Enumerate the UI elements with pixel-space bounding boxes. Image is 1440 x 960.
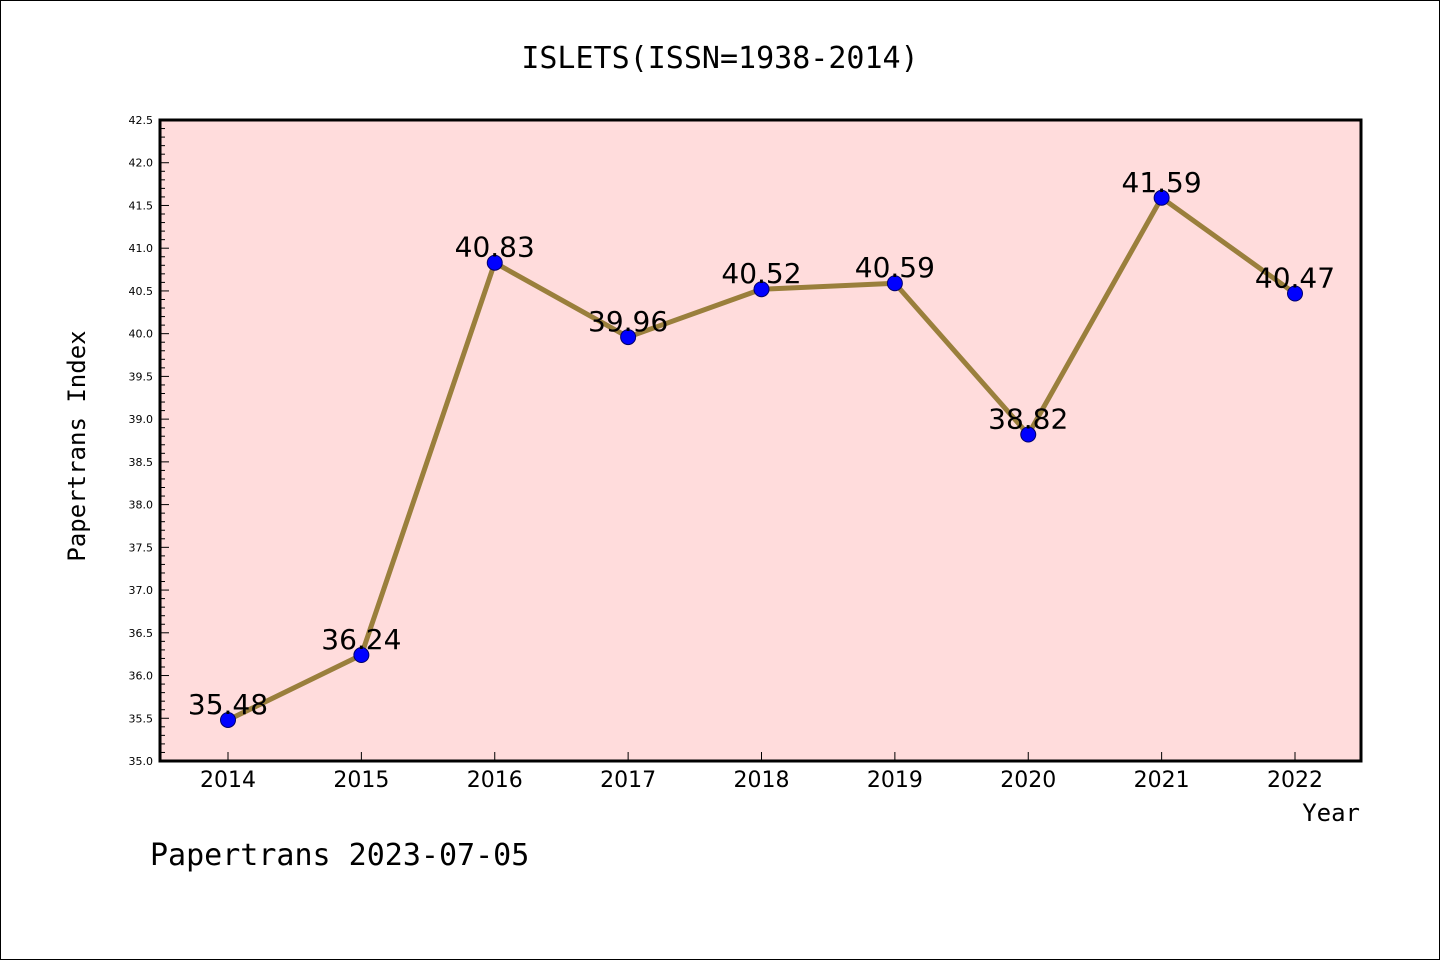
y-tick-label: 35.5 (129, 712, 154, 725)
y-tick-label: 37.0 (129, 584, 154, 597)
x-tick-label: 2015 (333, 768, 389, 793)
x-tick-label: 2018 (734, 768, 790, 793)
data-labels: 35.48 36.24 40.83 39.96 40.52 40.59 38.82 41.59… (188, 166, 1335, 721)
data-point (220, 711, 236, 728)
x-tick-label: 2019 (867, 768, 923, 793)
y-tick-label: 37.5 (129, 541, 154, 554)
y-tick-label: 41.5 (129, 199, 154, 212)
data-point (753, 281, 770, 298)
x-tick-label: 2020 (1000, 768, 1056, 793)
data-label: 40.52 (721, 257, 801, 290)
y-axis-ticks: 35.0 35.5 36.0 36.5 37.0 37.5 38.0 38.5 39.0 39.5… (129, 114, 169, 768)
data-label: 39.96 (588, 305, 668, 338)
y-tick-label: 42.5 (129, 114, 154, 127)
data-label: 40.47 (1255, 261, 1335, 294)
footer-text: Papertrans 2023-07-05 (150, 838, 529, 873)
plot-border (158, 118, 1363, 763)
x-tick-label: 2014 (200, 768, 256, 793)
data-point (486, 254, 503, 271)
y-tick-label: 39.5 (129, 370, 154, 383)
y-tick-label: 38.5 (129, 456, 154, 469)
data-point (1020, 426, 1037, 443)
series-markers (220, 189, 1303, 728)
x-tick-label: 2016 (467, 768, 523, 793)
x-tick-label: 2017 (600, 768, 656, 793)
data-point (353, 647, 370, 664)
data-point (886, 275, 903, 292)
data-point (1287, 285, 1303, 302)
data-label: 36.24 (321, 623, 401, 656)
y-tick-label: 36.5 (129, 627, 154, 640)
data-label: 35.48 (188, 688, 268, 721)
data-label: 38.82 (988, 403, 1068, 436)
data-point (1153, 189, 1170, 206)
chart-title: ISLETS(ISSN=1938-2014) (521, 41, 918, 76)
x-tick-label: 2022 (1267, 768, 1323, 793)
x-axis-label: Year (1302, 799, 1360, 827)
y-tick-label: 39.0 (129, 413, 154, 426)
data-label: 40.59 (855, 251, 935, 284)
data-label: 41.59 (1122, 166, 1202, 199)
data-label: 40.83 (455, 231, 535, 264)
data-point (620, 329, 637, 346)
y-tick-label: 42.0 (129, 157, 154, 170)
y-tick-label: 38.0 (129, 499, 154, 512)
y-tick-label: 36.0 (129, 670, 154, 683)
y-tick-label: 40.0 (129, 328, 154, 341)
x-tick-label: 2021 (1134, 768, 1190, 793)
y-tick-label: 41.0 (129, 242, 154, 255)
y-tick-label: 35.0 (129, 755, 154, 768)
y-tick-label: 40.5 (129, 285, 154, 298)
y-axis-label: Papertrans Index (63, 330, 91, 561)
